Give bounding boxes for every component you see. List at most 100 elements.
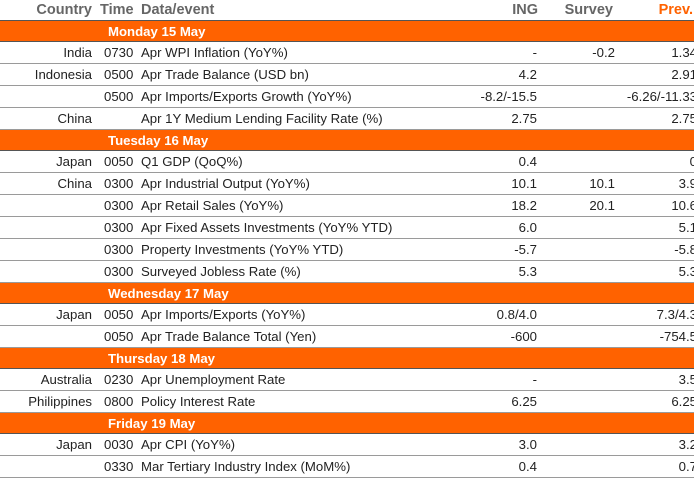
table-row: Philippines 0800 Policy Interest Rate 6.25 6…: [0, 390, 694, 413]
day-label: Thursday 18 May: [98, 347, 694, 369]
prev-cell: 6.25: [621, 390, 694, 413]
event-cell: Apr 1Y Medium Lending Facility Rate (%): [139, 107, 453, 130]
prev-cell: 3.2: [621, 433, 694, 456]
event-cell: Surveyed Jobless Rate (%): [139, 260, 453, 283]
country-cell: India: [0, 41, 98, 64]
event-cell: Apr Unemployment Rate: [139, 368, 453, 391]
table-row: 0500 Apr Imports/Exports Growth (YoY%) -8.…: [0, 85, 694, 108]
time-cell: 0050: [98, 325, 139, 348]
prev-cell: 5.1: [621, 216, 694, 239]
country-cell: [0, 238, 98, 261]
time-cell: 0730: [98, 41, 139, 64]
time-cell: 0300: [98, 194, 139, 217]
survey-cell: 10.1: [542, 172, 621, 195]
survey-cell: [542, 216, 621, 239]
event-cell: Apr Imports/Exports (YoY%): [139, 303, 453, 326]
event-cell: Mar Tertiary Industry Index (MoM%): [139, 455, 453, 478]
header-row: Country Time Data/event ING Survey Prev.: [0, 0, 694, 21]
time-cell: [98, 107, 139, 130]
ing-cell: 6.0: [453, 216, 542, 239]
day-header-row: Friday 19 May: [0, 412, 694, 434]
event-cell: Apr Trade Balance Total (Yen): [139, 325, 453, 348]
day-header-row: Tuesday 16 May: [0, 129, 694, 151]
table-row: 0050 Apr Trade Balance Total (Yen) -600 -75…: [0, 325, 694, 348]
time-cell: 0300: [98, 238, 139, 261]
prev-cell: 7.3/4.3: [621, 303, 694, 326]
country-cell: Japan: [0, 433, 98, 456]
country-cell: [0, 85, 98, 108]
ing-cell: -: [453, 41, 542, 64]
day-header-spacer: [0, 129, 98, 151]
ing-cell: -: [453, 368, 542, 391]
country-cell: Australia: [0, 368, 98, 391]
time-cell: 0300: [98, 216, 139, 239]
event-cell: Apr WPI Inflation (YoY%): [139, 41, 453, 64]
event-cell: Apr Retail Sales (YoY%): [139, 194, 453, 217]
ing-cell: -8.2/-15.5: [453, 85, 542, 108]
survey-cell: [542, 63, 621, 86]
day-header-row: Monday 15 May: [0, 20, 694, 42]
country-cell: [0, 260, 98, 283]
ing-cell: 3.0: [453, 433, 542, 456]
day-header-row: Wednesday 17 May: [0, 282, 694, 304]
table-row: Japan 0050 Apr Imports/Exports (YoY%) 0.8/4…: [0, 303, 694, 326]
table-row: China 0300 Apr Industrial Output (YoY%) 10.…: [0, 172, 694, 195]
ing-cell: -5.7: [453, 238, 542, 261]
event-cell: Apr Industrial Output (YoY%): [139, 172, 453, 195]
country-cell: China: [0, 172, 98, 195]
prev-cell: -6.26/-11.33: [621, 85, 694, 108]
survey-cell: [542, 390, 621, 413]
ing-cell: 0.8/4.0: [453, 303, 542, 326]
event-cell: Policy Interest Rate: [139, 390, 453, 413]
event-cell: Property Investments (YoY% YTD): [139, 238, 453, 261]
survey-cell: [542, 107, 621, 130]
prev-cell: -5.8: [621, 238, 694, 261]
time-cell: 0030: [98, 433, 139, 456]
ing-cell: 10.1: [453, 172, 542, 195]
country-cell: [0, 216, 98, 239]
ing-cell: 5.3: [453, 260, 542, 283]
prev-cell: 0.7: [621, 455, 694, 478]
ing-cell: 4.2: [453, 63, 542, 86]
country-cell: [0, 455, 98, 478]
header-country: Country: [0, 0, 98, 21]
day-label: Wednesday 17 May: [98, 282, 694, 304]
prev-cell: 3.9: [621, 172, 694, 195]
country-cell: Philippines: [0, 390, 98, 413]
prev-cell: 2.75: [621, 107, 694, 130]
prev-cell: 5.3: [621, 260, 694, 283]
prev-cell: 0: [621, 150, 694, 173]
day-label: Monday 15 May: [98, 20, 694, 42]
country-cell: [0, 194, 98, 217]
day-header-spacer: [0, 282, 98, 304]
time-cell: 0230: [98, 368, 139, 391]
table-row: 0300 Apr Fixed Assets Investments (YoY% Y…: [0, 216, 694, 239]
survey-cell: [542, 85, 621, 108]
event-cell: Apr Imports/Exports Growth (YoY%): [139, 85, 453, 108]
survey-cell: [542, 455, 621, 478]
survey-cell: -0.2: [542, 41, 621, 64]
prev-cell: 1.34: [621, 41, 694, 64]
day-header-spacer: [0, 347, 98, 369]
time-cell: 0050: [98, 150, 139, 173]
day-label: Friday 19 May: [98, 412, 694, 434]
header-survey: Survey: [542, 0, 621, 21]
time-cell: 0500: [98, 85, 139, 108]
time-cell: 0300: [98, 172, 139, 195]
event-cell: Apr Trade Balance (USD bn): [139, 63, 453, 86]
survey-cell: [542, 433, 621, 456]
time-cell: 0330: [98, 455, 139, 478]
table-row: Indonesia 0500 Apr Trade Balance (USD bn) 4…: [0, 63, 694, 86]
ing-cell: -600: [453, 325, 542, 348]
prev-cell: 2.91: [621, 63, 694, 86]
time-cell: 0500: [98, 63, 139, 86]
event-cell: Apr CPI (YoY%): [139, 433, 453, 456]
day-header-spacer: [0, 20, 98, 42]
country-cell: Indonesia: [0, 63, 98, 86]
survey-cell: [542, 238, 621, 261]
prev-cell: -754.5: [621, 325, 694, 348]
